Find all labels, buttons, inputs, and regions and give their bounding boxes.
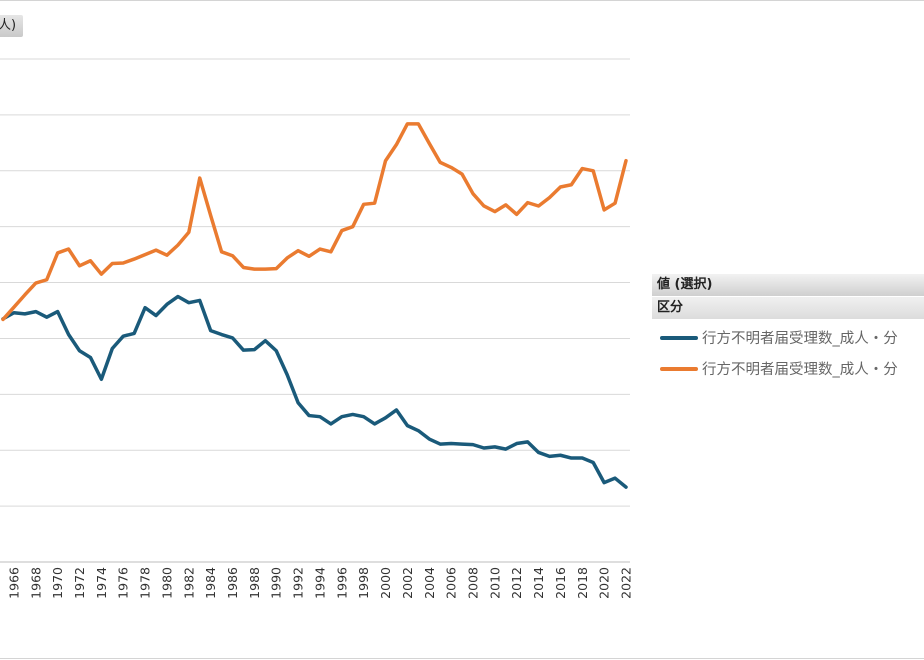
x-tick-label: 2000 xyxy=(378,567,393,599)
legend-item-label: 行方不明者届受理数_成人・分 xyxy=(702,331,898,347)
legend-item-label: 行方不明者届受理数_成人・分 xyxy=(702,362,898,378)
x-tick-label: 1978 xyxy=(138,567,153,599)
x-tick-label: 1988 xyxy=(247,567,262,599)
x-tick-label: 1992 xyxy=(291,567,306,599)
series-lines xyxy=(1,122,628,489)
x-tick-label: 2012 xyxy=(509,567,524,599)
legend-subtitle: 区分 xyxy=(652,297,924,319)
x-tick-label: 1994 xyxy=(312,567,327,599)
x-tick-label: 2016 xyxy=(553,567,568,599)
x-tick-label: 2014 xyxy=(531,567,546,599)
x-tick-label: 1996 xyxy=(334,567,349,599)
x-tick-label: 2002 xyxy=(400,567,415,599)
x-tick-label: 1990 xyxy=(269,567,284,599)
x-tick-label: 1980 xyxy=(159,567,174,599)
x-tick-label: 1972 xyxy=(72,567,87,599)
x-tick-label: 1976 xyxy=(116,567,131,599)
x-tick-label: 1986 xyxy=(225,567,240,599)
series-line-blue[interactable] xyxy=(1,294,628,489)
x-axis-tick-labels: 1966 1968 1970 1972 1974 1976 1978 1980 1982 1984… xyxy=(6,567,633,599)
x-tick-label: 1966 xyxy=(6,567,21,599)
legend: 値 (選択) 区分 行方不明者届受理数_成人・分 行方不明者届受理数_成人・分 xyxy=(652,274,924,384)
x-tick-label: 1998 xyxy=(356,567,371,599)
gridlines xyxy=(0,58,630,563)
legend-item-orange[interactable]: 行方不明者届受理数_成人・分 xyxy=(660,360,898,380)
x-tick-label: 2018 xyxy=(575,567,590,599)
x-tick-label: 1970 xyxy=(50,567,65,599)
top-border xyxy=(0,0,924,1)
x-tick-label: 1982 xyxy=(181,567,196,599)
x-tick-label: 2004 xyxy=(422,567,437,599)
x-tick-label: 1974 xyxy=(94,567,109,599)
x-tick-label: 2006 xyxy=(444,567,459,599)
y-axis-unit-label: 人) xyxy=(0,15,23,37)
legend-swatch-icon xyxy=(660,367,698,371)
series-line-orange[interactable] xyxy=(1,122,628,322)
x-tick-label: 2008 xyxy=(465,567,480,599)
legend-item-blue[interactable]: 行方不明者届受理数_成人・分 xyxy=(660,329,898,349)
x-tick-label: 2020 xyxy=(597,567,612,599)
x-tick-label: 2022 xyxy=(619,567,634,599)
bottom-border xyxy=(0,658,924,659)
x-tick-label: 1984 xyxy=(203,567,218,599)
legend-swatch-icon xyxy=(660,336,698,340)
x-tick-label: 2010 xyxy=(487,567,502,599)
x-tick-label: 1968 xyxy=(28,567,43,599)
legend-title: 値 (選択) xyxy=(652,274,924,296)
